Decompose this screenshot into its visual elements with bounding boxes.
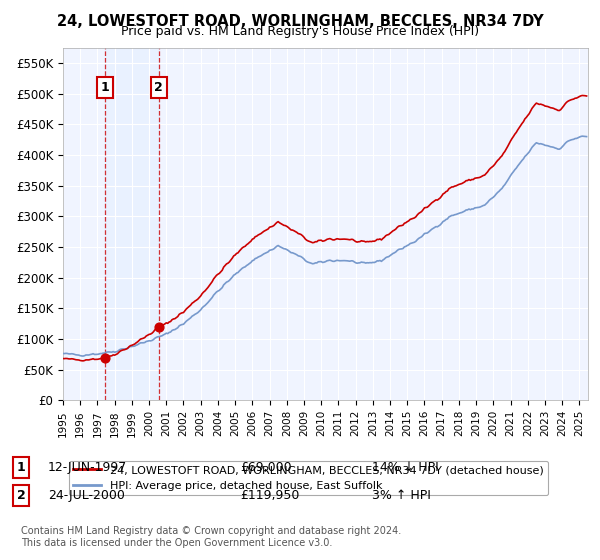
Text: 1: 1 bbox=[17, 461, 25, 474]
Text: 24, LOWESTOFT ROAD, WORLINGHAM, BECCLES, NR34 7DY: 24, LOWESTOFT ROAD, WORLINGHAM, BECCLES,… bbox=[56, 14, 544, 29]
Text: 1: 1 bbox=[101, 81, 109, 94]
Text: Contains HM Land Registry data © Crown copyright and database right 2024.
This d: Contains HM Land Registry data © Crown c… bbox=[21, 526, 401, 548]
Bar bbox=[105, 48, 159, 400]
Point bbox=[154, 323, 164, 332]
Text: 12-JUN-1997: 12-JUN-1997 bbox=[48, 461, 127, 474]
Text: 2: 2 bbox=[17, 489, 25, 502]
Text: 2: 2 bbox=[154, 81, 163, 94]
Text: Price paid vs. HM Land Registry's House Price Index (HPI): Price paid vs. HM Land Registry's House … bbox=[121, 25, 479, 38]
Text: £69,000: £69,000 bbox=[240, 461, 292, 474]
Text: 14% ↓ HPI: 14% ↓ HPI bbox=[372, 461, 439, 474]
Point bbox=[100, 353, 110, 362]
Text: £119,950: £119,950 bbox=[240, 489, 299, 502]
Text: 24-JUL-2000: 24-JUL-2000 bbox=[48, 489, 125, 502]
Legend: 24, LOWESTOFT ROAD, WORLINGHAM, BECCLES, NR34 7DY (detached house), HPI: Average: 24, LOWESTOFT ROAD, WORLINGHAM, BECCLES,… bbox=[68, 461, 548, 495]
Text: 3% ↑ HPI: 3% ↑ HPI bbox=[372, 489, 431, 502]
